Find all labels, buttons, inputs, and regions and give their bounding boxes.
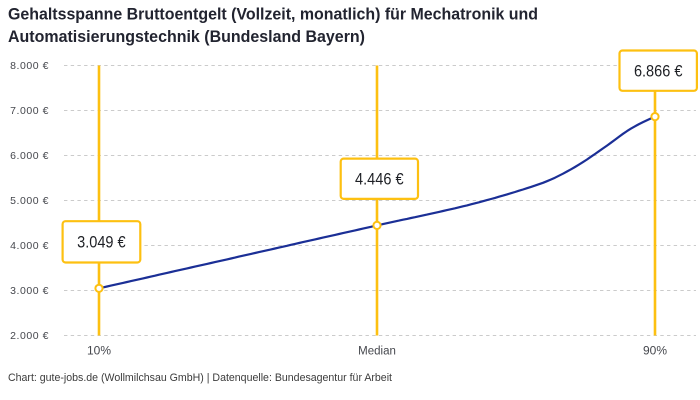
- svg-text:3.049 €: 3.049 €: [77, 234, 126, 252]
- svg-text:Gehaltsspanne Bruttoentgelt (V: Gehaltsspanne Bruttoentgelt (Vollzeit, m…: [8, 4, 538, 23]
- svg-text:5.000 €: 5.000 €: [10, 195, 49, 207]
- svg-text:Median: Median: [358, 345, 396, 357]
- svg-text:7.000 €: 7.000 €: [10, 105, 49, 117]
- svg-text:3.000 €: 3.000 €: [10, 285, 49, 297]
- svg-text:2.000 €: 2.000 €: [10, 330, 49, 342]
- svg-text:Automatisierungstechnik (Bunde: Automatisierungstechnik (Bundesland Baye…: [8, 27, 365, 46]
- svg-text:6.866 €: 6.866 €: [634, 63, 683, 81]
- svg-text:4.446 €: 4.446 €: [355, 171, 404, 189]
- svg-text:4.000 €: 4.000 €: [10, 240, 49, 252]
- svg-text:10%: 10%: [87, 343, 111, 357]
- svg-text:8.000 €: 8.000 €: [10, 60, 49, 72]
- svg-text:Chart: gute-jobs.de (Wollmilch: Chart: gute-jobs.de (Wollmilchsau GmbH) …: [8, 372, 392, 384]
- svg-text:6.000 €: 6.000 €: [10, 150, 49, 162]
- svg-text:90%: 90%: [643, 343, 667, 357]
